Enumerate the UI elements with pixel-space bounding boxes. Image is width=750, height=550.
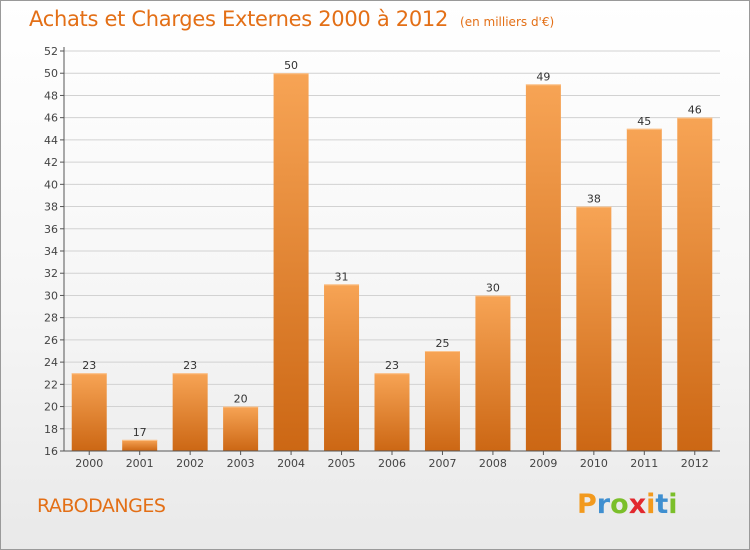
logo-letter: r	[596, 489, 611, 520]
data-label: 23	[183, 359, 197, 372]
logo-letter: P	[577, 489, 597, 520]
x-tick-label: 2002	[176, 457, 204, 470]
logo-letter: i	[646, 489, 656, 520]
data-label: 38	[587, 193, 601, 206]
x-tick-label: 2000	[75, 457, 103, 470]
bar	[374, 373, 410, 451]
y-tick-label: 48	[44, 89, 58, 102]
x-tick-label: 2005	[328, 457, 356, 470]
data-label: 45	[637, 115, 651, 128]
x-tick-label: 2008	[479, 457, 507, 470]
x-tick-label: 2011	[630, 457, 658, 470]
y-tick-label: 50	[44, 67, 58, 80]
bar	[71, 373, 107, 451]
bar	[424, 351, 460, 451]
x-tick-label: 2004	[277, 457, 305, 470]
logo-letter: t	[655, 489, 669, 520]
data-label: 23	[82, 359, 96, 372]
data-label: 49	[536, 70, 550, 83]
y-axis: 16 18 20 22 24 26 28 30 32 34 36 38 40 42 44 46 48 50 52	[44, 45, 65, 458]
x-tick-label: 2001	[126, 457, 154, 470]
place-name: RABODANGES	[37, 495, 166, 517]
data-label: 17	[133, 426, 147, 439]
logo-letter: o	[610, 489, 629, 520]
y-tick-label: 26	[44, 334, 58, 347]
y-tick-label: 20	[44, 401, 58, 414]
data-label: 25	[435, 337, 449, 350]
logo-letter: x	[628, 489, 647, 520]
chart-title: Achats et Charges Externes 2000 à 2012 (e…	[29, 7, 554, 31]
y-tick-label: 16	[44, 445, 58, 458]
bar	[172, 373, 208, 451]
y-tick-label: 18	[44, 423, 58, 436]
bar	[576, 206, 612, 451]
y-tick-label: 36	[44, 223, 58, 236]
chart-unit: (en milliers d'€)	[460, 15, 555, 29]
y-tick-label: 34	[44, 245, 58, 258]
bar	[677, 117, 713, 452]
x-tick-label: 2007	[428, 457, 456, 470]
y-tick-label: 44	[44, 134, 58, 147]
y-tick-label: 24	[44, 356, 58, 369]
x-tick-label: 2009	[529, 457, 557, 470]
x-tick-label: 2003	[227, 457, 255, 470]
y-tick-label: 42	[44, 156, 58, 169]
y-tick-label: 30	[44, 289, 58, 302]
chart-title-text: Achats et Charges Externes 2000 à 2012	[29, 7, 449, 31]
data-label: 20	[234, 393, 248, 406]
bar	[626, 128, 662, 451]
data-label: 31	[335, 270, 349, 283]
data-label: 23	[385, 359, 399, 372]
bar	[324, 284, 360, 451]
y-tick-label: 22	[44, 378, 58, 391]
x-axis: 2000 2001 2002 2003 2004 2005 2006 2007 2008 2009…	[64, 450, 720, 470]
bar	[475, 295, 511, 451]
x-tick-label: 2006	[378, 457, 406, 470]
x-tick-label: 2012	[681, 457, 709, 470]
bar	[223, 406, 259, 451]
y-tick-label: 32	[44, 267, 58, 280]
y-tick-label: 52	[44, 45, 58, 58]
x-tick-label: 2010	[580, 457, 608, 470]
bar	[273, 73, 309, 451]
y-tick-label: 38	[44, 201, 58, 214]
bars: 23 17 23 20 50 31 23 25 30 49 38 45 46	[71, 59, 713, 452]
logo-letter: i	[668, 489, 678, 520]
y-tick-label: 28	[44, 312, 58, 325]
data-label: 46	[688, 104, 702, 117]
data-label: 50	[284, 59, 298, 72]
bar	[122, 439, 158, 451]
bar-chart: 16 18 20 22 24 26 28 30 32 34 36 38 40 42 44 46 48 50 52 2…	[44, 45, 720, 470]
data-label: 30	[486, 281, 500, 294]
proxiti-logo: Proxiti	[577, 489, 678, 520]
y-tick-label: 46	[44, 112, 58, 125]
y-tick-label: 40	[44, 178, 58, 191]
bar	[525, 84, 561, 451]
